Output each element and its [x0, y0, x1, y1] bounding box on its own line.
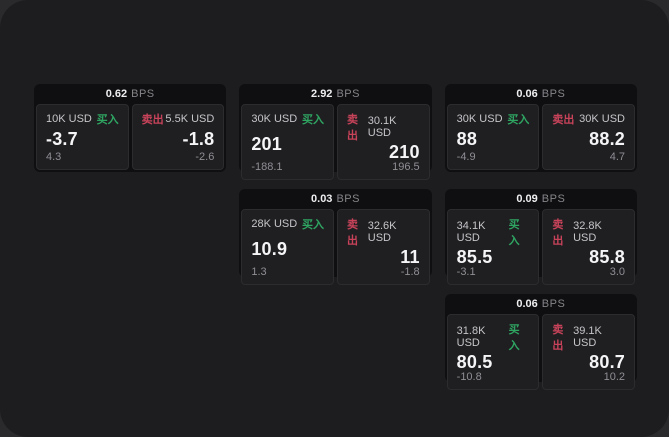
buy-amount: 30K USD	[251, 113, 298, 125]
buy-change: -4.9	[456, 151, 476, 163]
buy-price: -3.7	[46, 129, 78, 149]
quote-panels: 28K USD 买入 10.9 1.3 卖出 32.6K USD 11 -1.8	[241, 209, 430, 285]
quote-panels: 34.1K USD 买入 85.5 -3.1 卖出 32.8K USD 85.8…	[446, 209, 635, 285]
buy-price: 201	[251, 134, 282, 154]
spread-value: 0.09	[516, 193, 538, 205]
sell-side-label: 卖出	[347, 114, 358, 142]
quote-panels: 31.8K USD 买入 80.5 -10.8 卖出 39.1K USD 80.…	[446, 314, 635, 390]
sell-amount: 32.6K USD	[367, 220, 397, 244]
sell-panel[interactable]: 卖出 32.8K USD 85.8 3.0	[542, 209, 635, 285]
sell-panel[interactable]: 卖出 30.1K USD 210 196.5	[337, 104, 430, 180]
buy-panel[interactable]: 30K USD 买入 88 -4.9	[446, 104, 540, 170]
sell-amount: 5.5K USD	[165, 113, 215, 125]
sell-panel[interactable]: 卖出 30K USD 88.2 4.7	[542, 104, 635, 170]
spread-unit: BPS	[541, 193, 566, 205]
sell-amount: 32.8K USD	[573, 220, 602, 244]
sell-change: 4.7	[609, 151, 625, 163]
buy-panel[interactable]: 31.8K USD 买入 80.5 -10.8	[446, 314, 540, 390]
buy-panel[interactable]: 28K USD 买入 10.9 1.3	[241, 209, 334, 285]
buy-change: 1.3	[251, 266, 267, 278]
buy-panel[interactable]: 30K USD 买入 201 -188.1	[241, 104, 334, 180]
buy-amount: 34.1K USD	[456, 220, 486, 244]
buy-side-label: 买入	[96, 114, 119, 126]
quote-cards-grid: 0.62 BPS 10K USD 买入 -3.7 4.3 卖出 5.5K USD	[34, 84, 637, 390]
sell-change: -2.6	[195, 151, 215, 163]
buy-amount: 31.8K USD	[456, 325, 486, 349]
buy-panel[interactable]: 10K USD 买入 -3.7 4.3	[36, 104, 129, 170]
sell-side-label: 卖出	[347, 219, 358, 247]
buy-price: 85.5	[456, 247, 493, 267]
buy-side-label: 买入	[507, 114, 530, 126]
buy-amount: 10K USD	[46, 113, 92, 125]
spread-value: 0.06	[516, 298, 538, 310]
quote-panels: 30K USD 买入 88 -4.9 卖出 30K USD 88.2 4.7	[446, 104, 635, 170]
spread-value: 0.06	[516, 88, 538, 100]
quote-card: 0.09 BPS 34.1K USD 买入 85.5 -3.1 卖出 32.8K …	[444, 189, 637, 285]
buy-change: -3.1	[456, 266, 476, 278]
buy-change: -188.1	[251, 161, 283, 173]
sell-side-label: 卖出	[552, 219, 564, 247]
spread-header: 0.06 BPS	[447, 84, 635, 104]
sell-change: 3.0	[609, 266, 625, 278]
quote-card: 0.06 BPS 30K USD 买入 88 -4.9 卖出 30K USD	[444, 84, 637, 172]
sell-price: 85.8	[589, 247, 625, 267]
sell-amount: 39.1K USD	[573, 325, 602, 349]
spread-value: 2.92	[311, 88, 333, 100]
quote-panels: 30K USD 买入 201 -188.1 卖出 30.1K USD 210 1…	[241, 104, 430, 180]
spread-header: 0.09 BPS	[447, 189, 635, 209]
buy-panel[interactable]: 34.1K USD 买入 85.5 -3.1	[446, 209, 540, 285]
buy-side-label: 买入	[508, 324, 520, 352]
sell-side-label: 卖出	[552, 324, 564, 352]
buy-amount: 28K USD	[251, 218, 298, 230]
spread-unit: BPS	[336, 88, 360, 100]
sell-price: 11	[400, 247, 420, 267]
sell-change: 10.2	[603, 371, 625, 383]
spread-value: 0.62	[105, 88, 128, 100]
spread-unit: BPS	[131, 88, 155, 100]
sell-panel[interactable]: 卖出 32.6K USD 11 -1.8	[337, 209, 430, 285]
quote-card: 0.06 BPS 31.8K USD 买入 80.5 -10.8 卖出 39.1K…	[444, 294, 637, 390]
quote-card: 0.62 BPS 10K USD 买入 -3.7 4.3 卖出 5.5K USD	[34, 84, 227, 172]
sell-price: -1.8	[182, 129, 215, 149]
sell-panel[interactable]: 卖出 5.5K USD -1.8 -2.6	[131, 104, 225, 170]
buy-price: 10.9	[251, 239, 288, 259]
buy-price: 80.5	[456, 352, 493, 372]
spread-header: 0.62 BPS	[36, 84, 224, 104]
quote-card: 2.92 BPS 30K USD 买入 201 -188.1 卖出 30.1K U…	[239, 84, 432, 180]
spread-header: 2.92 BPS	[241, 84, 429, 104]
sell-price: 210	[389, 142, 420, 162]
sell-price: 88.2	[589, 129, 625, 149]
spread-unit: BPS	[336, 193, 360, 205]
buy-amount: 30K USD	[456, 113, 503, 125]
quote-panels: 10K USD 买入 -3.7 4.3 卖出 5.5K USD -1.8 -2.…	[36, 104, 225, 170]
spread-header: 0.06 BPS	[447, 294, 635, 314]
sell-side-label: 卖出	[141, 114, 164, 126]
spread-unit: BPS	[541, 298, 566, 310]
spread-unit: BPS	[541, 88, 566, 100]
buy-price: 88	[456, 129, 478, 149]
spread-value: 0.03	[311, 193, 333, 205]
buy-side-label: 买入	[302, 114, 324, 126]
sell-side-label: 卖出	[552, 114, 575, 126]
spread-header: 0.03 BPS	[241, 189, 429, 209]
buy-change: -10.8	[456, 371, 482, 383]
sell-amount: 30.1K USD	[367, 115, 397, 139]
sell-panel[interactable]: 卖出 39.1K USD 80.7 10.2	[542, 314, 635, 390]
buy-change: 4.3	[46, 151, 62, 163]
sell-amount: 30K USD	[579, 113, 625, 125]
sell-price: 80.7	[589, 352, 625, 372]
quote-card: 0.03 BPS 28K USD 买入 10.9 1.3 卖出 32.6K USD	[239, 189, 432, 285]
sell-change: -1.8	[400, 266, 420, 278]
sell-change: 196.5	[392, 161, 420, 173]
buy-side-label: 买入	[508, 219, 520, 247]
buy-side-label: 买入	[302, 219, 324, 231]
